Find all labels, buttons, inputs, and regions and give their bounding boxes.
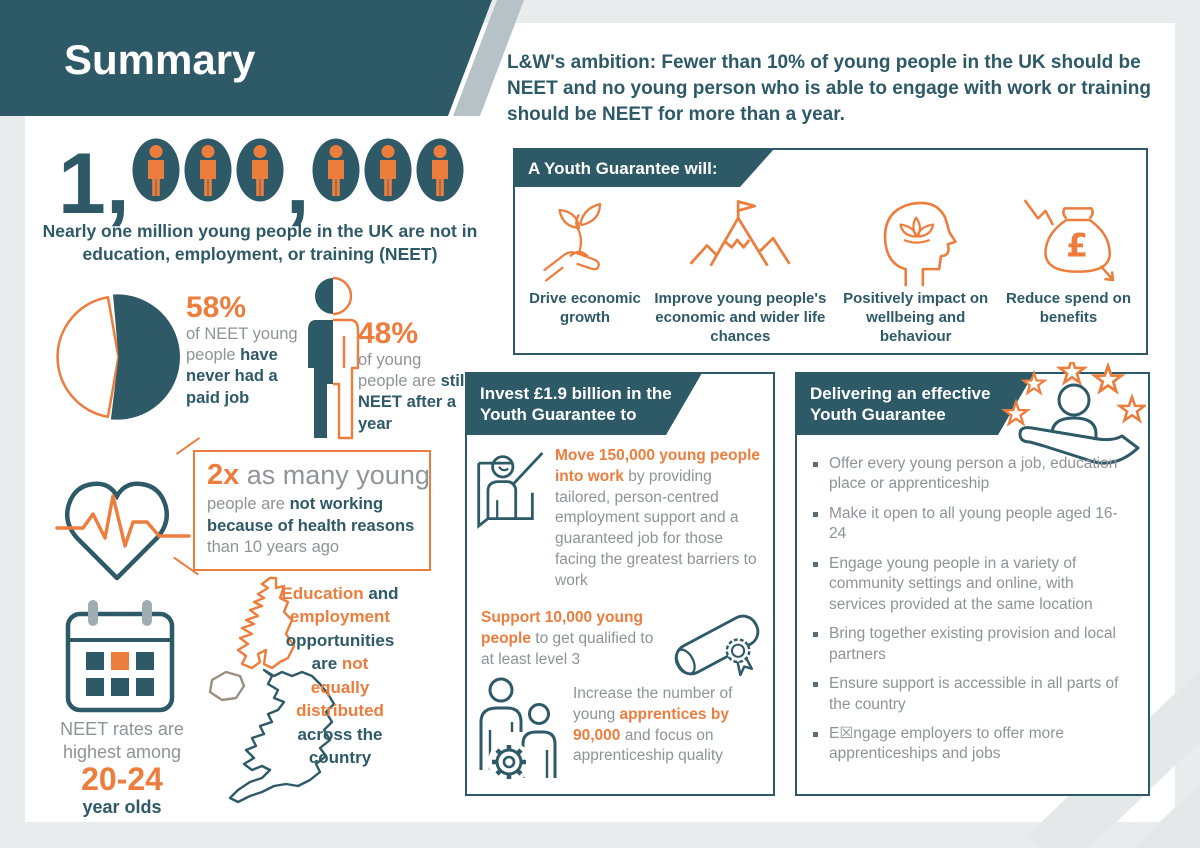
invest-header: Invest £1.9 billion in the Youth Guarant… (466, 373, 702, 435)
stat-58-percent: 58% of NEET young people have never had … (186, 292, 308, 409)
money-bag-icon: £ (1024, 199, 1115, 282)
deliver-bullet: Offer every young person a job, educatio… (811, 454, 1133, 495)
person-in-oval-icon (236, 138, 284, 202)
diploma-icon (674, 614, 760, 677)
mind-wellbeing-icon (883, 201, 957, 287)
guarantee-item: Drive economic growth (525, 192, 645, 346)
person-in-oval-icon (184, 138, 232, 202)
deliver-bullet: Bring together existing provision and lo… (811, 624, 1133, 665)
heart-pulse-icon (55, 481, 191, 581)
uk-map-icon (208, 576, 336, 804)
person-in-oval-icon (364, 138, 412, 202)
stat-2x-body: people are not working because of health… (207, 495, 415, 557)
stat-48-percent: 48% of young people are still NEET after… (358, 317, 470, 433)
person-in-oval-icon (132, 138, 180, 202)
youth-guarantee-items: Drive economic growth Improve young peop… (515, 192, 1146, 346)
person-in-oval-icon (312, 138, 360, 202)
deliver-bullet-list: Offer every young person a job, educatio… (811, 454, 1133, 774)
svg-text:£: £ (1067, 229, 1089, 265)
stat-2x-bubble: 2x as many young people are not working … (193, 450, 431, 571)
invest-box: Invest £1.9 billion in the Youth Guarant… (465, 372, 775, 796)
invest-item-3: Increase the number of young apprentices… (573, 685, 733, 765)
person-in-hand-stars-icon (1003, 362, 1146, 465)
apprentices-gear-icon (479, 677, 557, 783)
pie-chart-icon (56, 294, 180, 420)
guarantee-item: Positively impact on wellbeing and behav… (836, 192, 996, 346)
calendar-icon (65, 600, 175, 713)
person-in-oval-icon (416, 138, 464, 202)
million-figure: 1, , (58, 138, 466, 227)
deliver-box: Delivering an effective Youth Guarantee … (795, 362, 1150, 796)
million-caption: Nearly one million young people in the U… (42, 221, 478, 264)
page-title: Summary (64, 36, 256, 83)
guarantee-item: £ Reduce spend on benefits (1001, 192, 1136, 346)
ambition-statement: L&W's ambition: Fewer than 10% of young … (507, 52, 1151, 126)
half-person-icon (308, 276, 360, 440)
deliver-bullet: Make it open to all young people aged 16… (811, 504, 1133, 545)
invest-item-1: Move 150,000 young people into work by p… (555, 447, 761, 589)
seedling-hand-icon (543, 202, 602, 282)
summary-banner (0, 0, 492, 116)
mountain-flag-icon (689, 200, 791, 267)
deliver-bullet: E☒ngage employers to offer more apprenti… (811, 724, 1133, 765)
youth-guarantee-header: A Youth Guarantee will: (514, 149, 774, 187)
deliver-bullet: Ensure support is accessible in all part… (811, 674, 1133, 715)
invest-item-2: Support 10,000 young people to get quali… (481, 609, 654, 668)
deliver-header: Delivering an effective Youth Guarantee (796, 373, 1034, 435)
stat-age-group: NEET rates are highest among 20-24 year … (60, 719, 184, 817)
presenter-icon (477, 452, 543, 529)
stat-2x-headline: 2x as many young (207, 459, 430, 491)
million-prefix: 1, (58, 135, 130, 232)
deliver-bullet: Engage young people in a variety of comm… (811, 554, 1133, 615)
stat-58-value: 58% (186, 291, 247, 324)
million-comma: , (285, 135, 310, 232)
stat-48-value: 48% (358, 317, 419, 350)
map-stat-text: Education and employment opportunities a… (281, 584, 399, 768)
guarantee-item: Improve young people's economic and wide… (650, 192, 830, 346)
youth-guarantee-box: A Youth Guarantee will: Drive economic g… (513, 148, 1148, 355)
